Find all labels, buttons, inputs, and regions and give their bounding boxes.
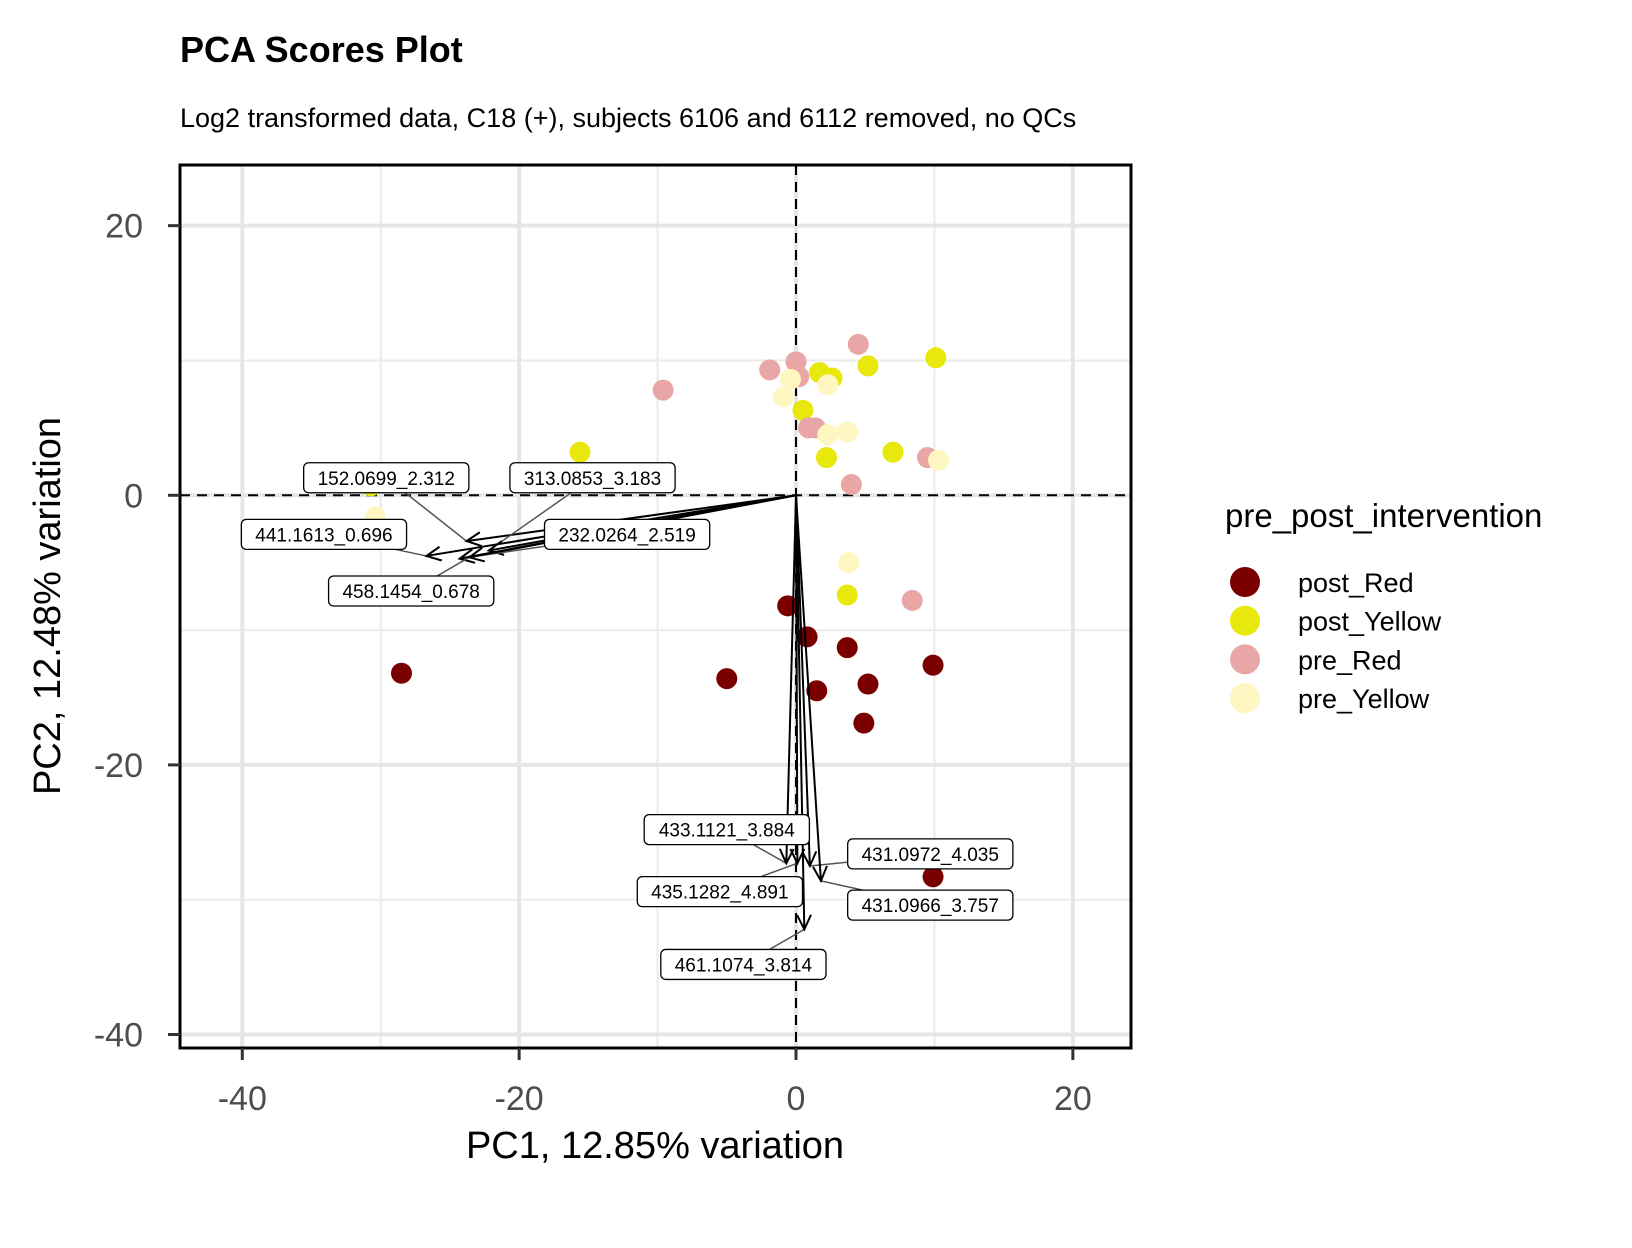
y-tick-label: -40	[94, 1017, 143, 1055]
score-point-post-yellow	[836, 584, 858, 606]
y-tick-label: 0	[124, 477, 143, 515]
loading-label: 431.0966_3.757	[862, 896, 999, 917]
legend-key-pre-yellow	[1230, 683, 1260, 714]
score-point-pre-yellow	[817, 374, 839, 396]
score-point-pre-red	[840, 473, 862, 495]
loading-arrowhead	[812, 865, 828, 884]
score-point-post-red	[922, 654, 944, 676]
loading-label: 458.1454_0.678	[342, 582, 479, 603]
loading-arrowhead	[467, 546, 486, 563]
score-points	[360, 333, 950, 888]
axes: -40 -20 0 20 20 0 -20 -40	[94, 208, 1092, 1118]
loading-label: 461.1074_3.814	[675, 955, 813, 976]
legend-key-post-red	[1230, 567, 1260, 597]
score-point-post-red	[836, 637, 858, 659]
score-point-pre-red	[847, 333, 869, 355]
legend-key-pre-red	[1230, 644, 1260, 675]
x-axis-label: PC1, 12.85% variation	[466, 1125, 844, 1167]
score-point-post-red	[390, 662, 412, 684]
score-point-post-yellow	[857, 355, 879, 377]
score-point-post-yellow	[925, 347, 947, 369]
loading-arrow	[795, 495, 806, 930]
score-point-pre-yellow	[836, 421, 858, 443]
loading-label-box	[847, 838, 1014, 870]
loading-label-box	[240, 518, 408, 551]
legend-label: post_Yellow	[1298, 607, 1442, 637]
loading-label: 433.1121_3.884	[659, 821, 795, 842]
legend-key-post-yellow	[1230, 605, 1260, 636]
loading-label: 431.0972_4.035	[862, 845, 999, 866]
y-tick-label: 20	[105, 208, 143, 246]
score-point-pre-yellow	[838, 552, 860, 574]
loading-label-box	[847, 889, 1014, 921]
score-point-post-red	[922, 866, 944, 888]
loading-arrowhead	[801, 850, 818, 869]
legend-title: pre_post_intervention	[1225, 497, 1542, 534]
score-point-pre-red	[901, 589, 923, 611]
loading-arrowhead	[424, 545, 443, 562]
score-point-pre-red	[797, 417, 819, 439]
score-point-pre-yellow	[773, 386, 795, 408]
y-axis-label: PC2, 12.48% variation	[27, 417, 69, 795]
loading-label-box	[660, 948, 827, 981]
chart-subtitle: Log2 transformed data, C18 (+), subjects…	[180, 103, 1076, 133]
legend-label: pre_Red	[1298, 645, 1402, 675]
score-point-post-red	[777, 595, 799, 617]
loading-label: 232.0264_2.519	[558, 525, 695, 546]
score-point-pre-red	[759, 359, 781, 381]
score-point-post-red	[806, 680, 828, 702]
y-tick-label: -20	[94, 747, 143, 785]
loading-label-box	[643, 813, 811, 846]
loading-label-box	[303, 462, 470, 494]
x-tick-label: -40	[218, 1080, 267, 1118]
loading-arrow	[466, 494, 797, 543]
score-point-post-yellow	[569, 441, 591, 463]
loading-arrowhead	[796, 914, 812, 932]
loading-label: 435.1282_4.891	[651, 883, 788, 904]
score-point-post-red	[857, 673, 879, 695]
score-point-post-red	[853, 712, 875, 734]
x-tick-label: 0	[787, 1080, 806, 1118]
score-point-post-yellow	[882, 441, 904, 463]
loading-label-box	[543, 518, 711, 551]
loading-label: 313.0853_3.183	[524, 469, 661, 490]
x-tick-label: 20	[1054, 1080, 1092, 1118]
loading-arrowhead	[457, 548, 476, 564]
loading-arrows: 152.0699_2.312 313.0853_3.183 441.1613_0.6…	[240, 462, 1014, 981]
loading-label: 441.1613_0.696	[255, 525, 392, 546]
chart-title: PCA Scores Plot	[180, 29, 463, 70]
legend-label: post_Red	[1298, 568, 1414, 598]
score-point-post-yellow	[792, 399, 814, 421]
score-point-pre-red	[652, 379, 674, 401]
loading-label: 152.0699_2.312	[318, 469, 455, 490]
legend-label: pre_Yellow	[1298, 684, 1430, 714]
x-tick-label: -20	[495, 1080, 544, 1118]
loading-arrow	[795, 495, 822, 881]
legend-entries: post_Red post_Yellow pre_Red pre_Yellow	[1230, 567, 1442, 714]
loading-arrowhead	[778, 848, 795, 866]
score-point-pre-yellow	[817, 424, 839, 446]
score-point-pre-yellow	[928, 449, 950, 471]
loading-arrow	[785, 495, 798, 864]
loading-arrow	[795, 495, 811, 867]
plot-panel-border	[178, 163, 1133, 1050]
loading-label-box	[327, 575, 495, 607]
score-point-post-yellow	[815, 447, 837, 469]
loading-label-box	[636, 875, 804, 908]
loading-label-box	[509, 462, 676, 494]
loading-arrowhead	[464, 531, 483, 547]
legend: pre_post_intervention post_Red post_Yello…	[1225, 497, 1542, 714]
score-point-post-red	[716, 668, 738, 690]
score-point-pre-yellow	[779, 368, 801, 390]
